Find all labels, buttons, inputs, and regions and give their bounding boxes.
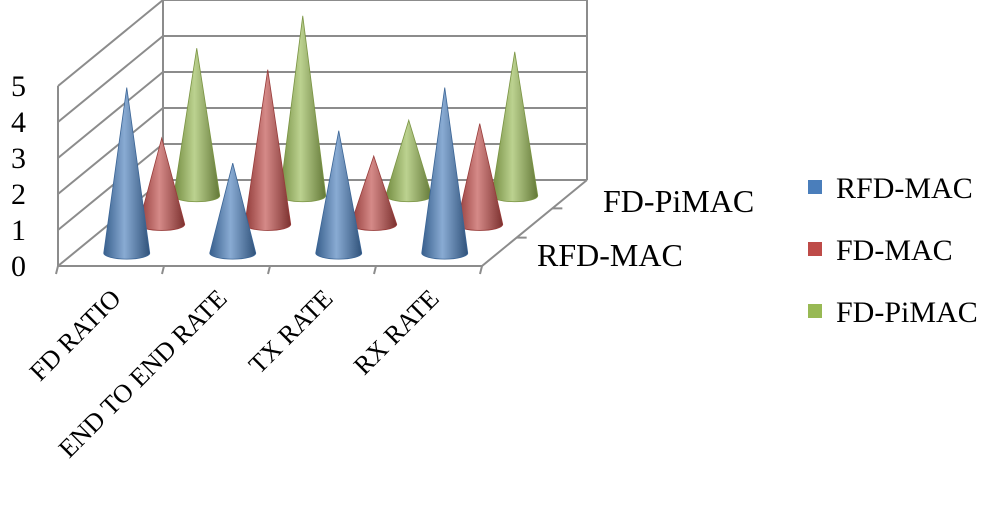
cone-fd-mac-1 [244, 69, 292, 231]
legend-swatch [808, 304, 822, 318]
y-tick-label: 5 [11, 70, 26, 103]
cone-shape [103, 87, 151, 260]
x-tick-mark [479, 265, 483, 275]
legend-label: FD-MAC [836, 234, 953, 267]
legend-label: FD-PiMAC [836, 296, 978, 329]
cone-rfd-mac-1 [209, 163, 257, 260]
legend-swatch [808, 242, 822, 256]
x-tick-mark [373, 265, 377, 275]
y-tick-label: 0 [11, 250, 26, 283]
y-tick-label: 4 [11, 106, 26, 139]
gridline [57, 0, 587, 87]
cone-shape [209, 163, 257, 260]
cones [103, 15, 539, 260]
depth-label: RFD-MAC [537, 237, 683, 273]
cone-shape [244, 69, 292, 231]
legend-label: RFD-MAC [836, 172, 973, 205]
x-tick-label: FD RATIO [24, 284, 127, 387]
cone-shape [491, 51, 539, 203]
x-tick-mark [161, 265, 165, 275]
cone-rfd-mac-3 [421, 87, 469, 260]
legend-swatch [808, 180, 822, 194]
y-tick-label: 2 [11, 178, 26, 211]
x-tick-label: RX RATE [348, 284, 445, 381]
x-tick-mark [267, 265, 271, 275]
depth-label: FD-PiMAC [603, 183, 754, 219]
cone-fd-pimac-2 [385, 118, 433, 203]
y-tick-label: 1 [11, 214, 26, 247]
y-tick-label: 3 [11, 142, 26, 175]
cone-fd-pimac-3 [491, 51, 539, 203]
chart-walls [55, 0, 588, 275]
x-tick-mark [55, 265, 59, 275]
cone-rfd-mac-0 [103, 87, 151, 260]
depth-axis-labels: FD-PiMAC RFD-MAC [537, 183, 754, 273]
cone-rfd-mac-2 [315, 130, 363, 260]
cone-shape [385, 118, 433, 203]
cone-shape [421, 87, 469, 260]
cone-shape [315, 130, 363, 260]
x-tick-label: TX RATE [243, 284, 339, 380]
legend: RFD-MAC FD-MAC FD-PiMAC [808, 172, 978, 329]
